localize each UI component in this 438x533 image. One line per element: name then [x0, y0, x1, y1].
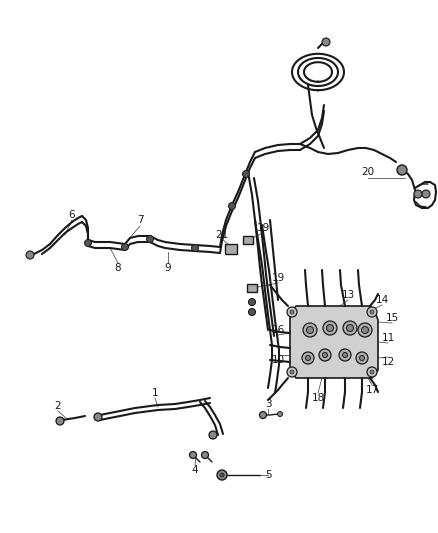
Circle shape [243, 171, 250, 177]
Circle shape [259, 411, 266, 418]
Circle shape [146, 236, 153, 243]
Circle shape [343, 352, 347, 358]
Circle shape [326, 325, 333, 332]
Text: 20: 20 [361, 167, 374, 177]
Text: 6: 6 [69, 210, 75, 220]
Circle shape [217, 470, 227, 480]
Circle shape [356, 352, 368, 364]
Circle shape [94, 413, 102, 421]
Text: 1: 1 [152, 388, 158, 398]
Circle shape [361, 327, 368, 334]
Text: 19: 19 [256, 223, 270, 233]
Text: 21: 21 [215, 230, 229, 240]
Circle shape [121, 244, 128, 251]
Circle shape [414, 190, 422, 198]
Circle shape [302, 352, 314, 364]
Circle shape [370, 370, 374, 374]
Text: 15: 15 [385, 313, 399, 323]
Text: 5: 5 [265, 470, 271, 480]
Circle shape [220, 473, 224, 477]
Circle shape [360, 356, 364, 360]
Circle shape [305, 356, 311, 360]
Circle shape [56, 417, 64, 425]
Circle shape [358, 323, 372, 337]
Circle shape [397, 165, 407, 175]
Text: 13: 13 [341, 290, 355, 300]
Circle shape [307, 327, 314, 334]
Circle shape [190, 451, 197, 458]
Text: 16: 16 [272, 325, 285, 335]
Circle shape [319, 349, 331, 361]
Text: 14: 14 [375, 295, 389, 305]
Circle shape [367, 367, 377, 377]
Circle shape [343, 321, 357, 335]
Text: 18: 18 [311, 393, 325, 403]
Circle shape [248, 309, 255, 316]
Circle shape [191, 245, 198, 252]
Circle shape [278, 411, 283, 416]
Polygon shape [290, 306, 378, 378]
Circle shape [422, 190, 430, 198]
Bar [247, 284, 257, 292]
Text: 12: 12 [381, 357, 395, 367]
Circle shape [248, 298, 255, 305]
Text: 8: 8 [115, 263, 121, 273]
Circle shape [370, 310, 374, 314]
Circle shape [290, 310, 294, 314]
Text: 9: 9 [165, 263, 171, 273]
Circle shape [339, 349, 351, 361]
Circle shape [287, 367, 297, 377]
Text: 17: 17 [365, 385, 378, 395]
Text: 2: 2 [55, 401, 61, 411]
Circle shape [322, 352, 328, 358]
Bar [243, 236, 253, 244]
Circle shape [322, 38, 330, 46]
Text: 4: 4 [192, 465, 198, 475]
Text: 3: 3 [265, 399, 271, 409]
Text: 19: 19 [272, 273, 285, 283]
Text: 7: 7 [137, 215, 143, 225]
Circle shape [323, 321, 337, 335]
Circle shape [201, 451, 208, 458]
Circle shape [26, 251, 34, 259]
Circle shape [209, 431, 217, 439]
Circle shape [290, 370, 294, 374]
Circle shape [229, 203, 236, 209]
Circle shape [287, 307, 297, 317]
Text: 10: 10 [272, 355, 285, 365]
Circle shape [346, 325, 353, 332]
Circle shape [367, 307, 377, 317]
Circle shape [303, 323, 317, 337]
Text: 11: 11 [381, 333, 395, 343]
Bar [225, 244, 237, 254]
Circle shape [85, 239, 92, 246]
